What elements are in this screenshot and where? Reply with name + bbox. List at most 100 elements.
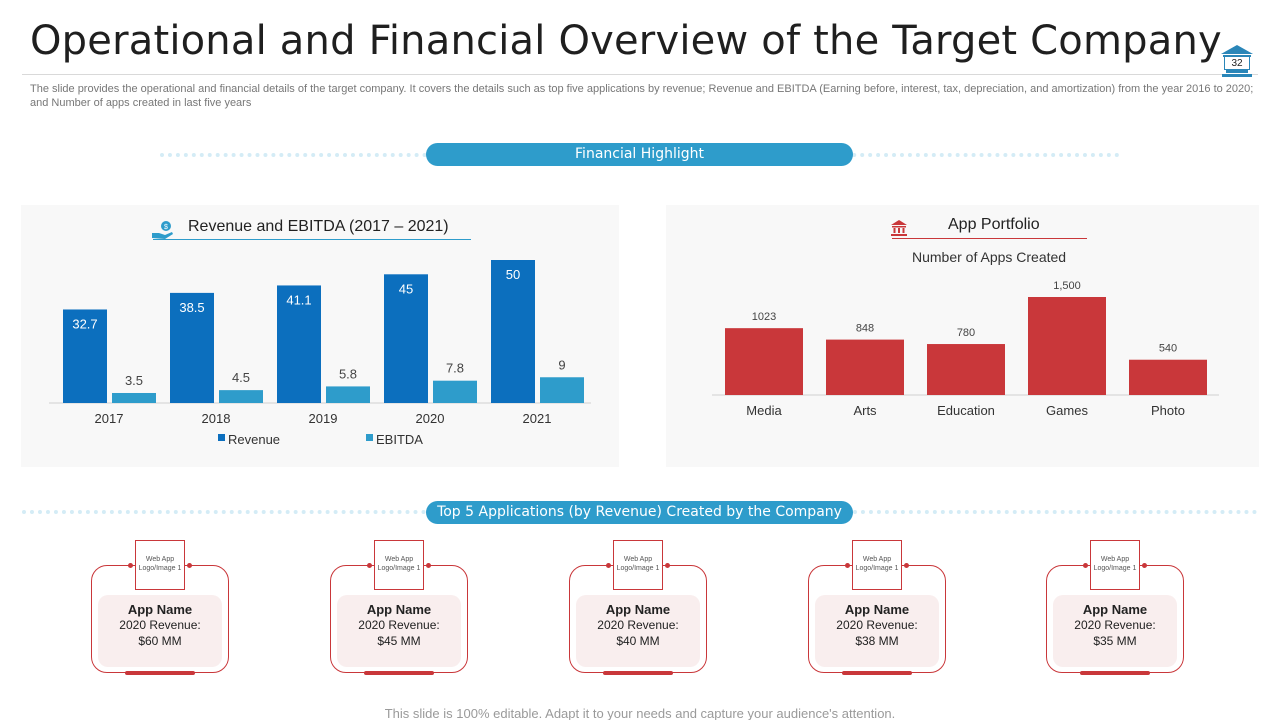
apps-chart-subtitle: Number of Apps Created (912, 249, 1067, 265)
app-revenue-label: 2020 Revenue: (119, 618, 201, 632)
app-name: App Name (844, 602, 910, 617)
legend-swatch-ebitda (366, 434, 373, 441)
ebitda-bar (112, 392, 156, 403)
app-card: Web App Logo/Image 1 App Name 2020 Reven… (330, 540, 468, 675)
ebitda-bar (326, 386, 370, 403)
x-tick-label: Education (937, 403, 995, 418)
page-number: 32 (1224, 56, 1250, 70)
slide-description: The slide provides the operational and f… (30, 83, 1254, 109)
legend-label-ebitda: EBITDA (376, 432, 423, 447)
apps-bar (725, 328, 803, 395)
legend-swatch-revenue (218, 434, 225, 441)
app-card: Web App Logo/Image 1 App Name 2020 Reven… (1046, 540, 1184, 675)
x-tick-label: 2021 (523, 411, 552, 426)
x-tick-label: Photo (1151, 403, 1185, 418)
app-revenue-value: $45 MM (377, 634, 421, 648)
app-name: App Name (1082, 602, 1148, 617)
connector-dot (665, 563, 670, 568)
x-tick-label: 2017 (95, 411, 124, 426)
apps-bar (826, 339, 904, 395)
apps-bar (1129, 359, 1207, 395)
app-logo-placeholder: Web App Logo/Image 1 (374, 540, 424, 590)
app-card: Web App Logo/Image 1 App Name 2020 Reven… (569, 540, 707, 675)
revenue-data-label: 38.5 (179, 300, 204, 315)
connector-dot (426, 563, 431, 568)
connector-dot (904, 563, 909, 568)
x-tick-label: 2019 (309, 411, 338, 426)
apps-data-label: 540 (1159, 343, 1177, 355)
connector-dot (1142, 563, 1147, 568)
app-card-base (842, 671, 912, 675)
top-apps-banner: Top 5 Applications (by Revenue) Created … (426, 501, 853, 524)
connector-dot (187, 563, 192, 568)
apps-data-label: 848 (856, 323, 874, 335)
money-hand-icon: $ (152, 221, 173, 239)
connector-dot (845, 563, 850, 568)
app-name: App Name (366, 602, 432, 617)
app-logo-placeholder: Web App Logo/Image 1 (135, 540, 185, 590)
app-card-body (98, 595, 222, 667)
x-tick-label: 2020 (416, 411, 445, 426)
app-portfolio-underline (892, 238, 1087, 239)
revenue-bar (63, 309, 107, 403)
revenue-bar (384, 274, 428, 403)
revenue-bar (170, 292, 214, 403)
app-revenue-label: 2020 Revenue: (597, 618, 679, 632)
apps-bar (927, 344, 1005, 395)
apps-created-chart: 1023 Media 848 Arts 780 Education 1,500 Games 54… (712, 280, 1219, 418)
app-card: Web App Logo/Image 1 App Name 2020 Reven… (91, 540, 229, 675)
bank-icon (891, 220, 907, 236)
app-card-base (125, 671, 195, 675)
app-card-base (603, 671, 673, 675)
app-card-base (364, 671, 434, 675)
x-tick-label: Games (1046, 403, 1088, 418)
app-revenue-label: 2020 Revenue: (1074, 618, 1156, 632)
ebitda-bar (540, 377, 584, 403)
ebitda-data-label: 3.5 (125, 373, 143, 388)
app-card-base (1080, 671, 1150, 675)
footer-note: This slide is 100% editable. Adapt it to… (384, 706, 896, 720)
revenue-ebitda-chart: 32.7 3.5 2017 38.5 4.5 2018 41.1 5.8 2019 45 7.8 20… (49, 260, 591, 447)
apps-bar (1028, 297, 1106, 395)
ebitda-data-label: 5.8 (339, 366, 357, 381)
app-card-body (576, 595, 700, 667)
title-divider (22, 74, 1258, 75)
app-card-body (815, 595, 939, 667)
app-revenue-label: 2020 Revenue: (836, 618, 918, 632)
ebitda-data-label: 4.5 (232, 370, 250, 385)
ebitda-data-label: 9 (558, 357, 565, 372)
revenue-data-label: 32.7 (72, 316, 97, 331)
revenue-data-label: 41.1 (286, 292, 311, 307)
app-card-body (337, 595, 461, 667)
connector-dot (367, 563, 372, 568)
app-logo-placeholder: Web App Logo/Image 1 (852, 540, 902, 590)
revenue-title-underline (153, 239, 471, 240)
svg-text:$: $ (164, 224, 168, 231)
app-name: App Name (605, 602, 671, 617)
ebitda-data-label: 7.8 (446, 361, 464, 376)
app-revenue-value: $35 MM (1093, 634, 1137, 648)
app-logo-placeholder: Web App Logo/Image 1 (613, 540, 663, 590)
x-tick-label: Media (746, 403, 782, 418)
app-logo-placeholder: Web App Logo/Image 1 (1090, 540, 1140, 590)
app-card: Web App Logo/Image 1 App Name 2020 Reven… (808, 540, 946, 675)
app-portfolio-title: App Portfolio (948, 216, 1040, 233)
app-name: App Name (127, 602, 193, 617)
page-title: Operational and Financial Overview of th… (30, 18, 1222, 64)
x-tick-label: Arts (853, 403, 877, 418)
app-revenue-label: 2020 Revenue: (358, 618, 440, 632)
legend-label-revenue: Revenue (228, 432, 280, 447)
ebitda-bar (433, 380, 477, 403)
revenue-chart-title: Revenue and EBITDA (2017 – 2021) (188, 218, 449, 235)
apps-data-label: 1023 (752, 311, 776, 323)
connector-dot (606, 563, 611, 568)
app-revenue-value: $60 MM (138, 634, 182, 648)
connector-dot (128, 563, 133, 568)
x-tick-label: 2018 (202, 411, 231, 426)
app-revenue-value: $40 MM (616, 634, 660, 648)
connector-dot (1083, 563, 1088, 568)
financial-highlight-banner: Financial Highlight (426, 143, 853, 166)
app-revenue-value: $38 MM (855, 634, 899, 648)
apps-data-label: 780 (957, 327, 975, 339)
revenue-data-label: 50 (506, 267, 520, 282)
